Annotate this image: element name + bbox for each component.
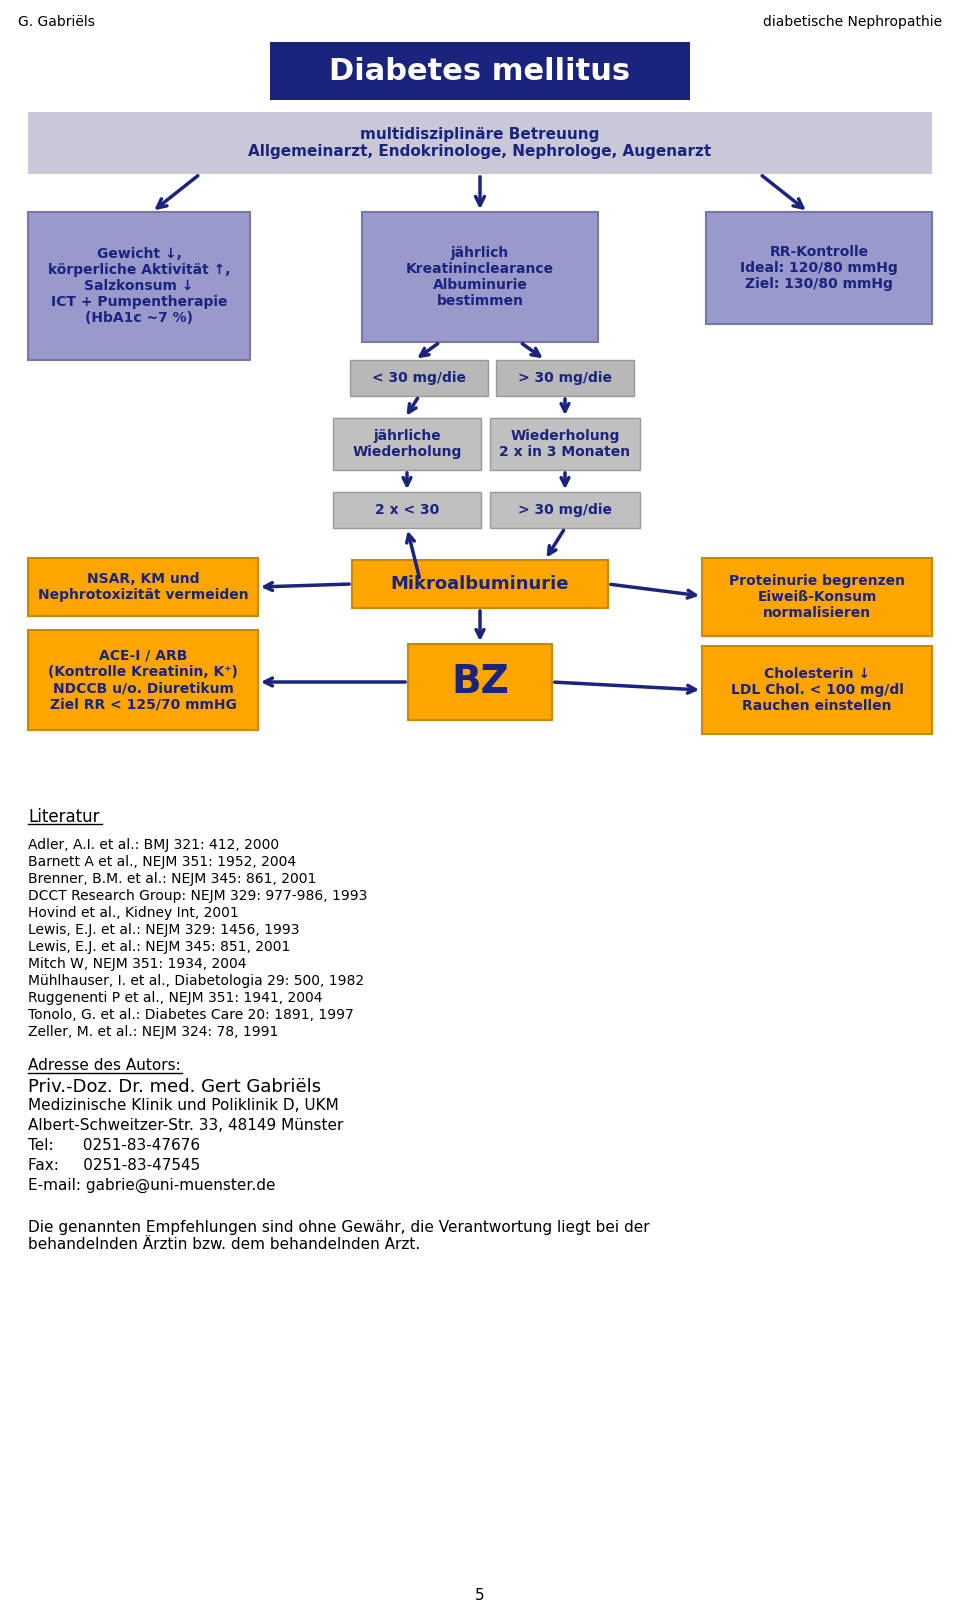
Bar (352, 559, 608, 608)
Text: Diabetes mellitus: Diabetes mellitus (329, 56, 631, 85)
Text: < 30 mg/die: < 30 mg/die (372, 371, 466, 385)
Bar (490, 492, 640, 529)
Text: Brenner, B.M. et al.: NEJM 345: 861, 2001: Brenner, B.M. et al.: NEJM 345: 861, 200… (28, 872, 317, 887)
Text: Mitch W, NEJM 351: 1934, 2004: Mitch W, NEJM 351: 1934, 2004 (28, 958, 247, 970)
Bar (333, 418, 481, 471)
Bar (706, 213, 932, 324)
Text: > 30 mg/die: > 30 mg/die (518, 503, 612, 517)
Text: NSAR, KM und
Nephrotoxizität vermeiden: NSAR, KM und Nephrotoxizität vermeiden (37, 572, 249, 603)
Text: RR-Kontrolle
Ideal: 120/80 mmHg
Ziel: 130/80 mmHg: RR-Kontrolle Ideal: 120/80 mmHg Ziel: 13… (740, 245, 898, 292)
Bar (28, 111, 932, 174)
Bar (408, 645, 552, 721)
Text: Zeller, M. et al.: NEJM 324: 78, 1991: Zeller, M. et al.: NEJM 324: 78, 1991 (28, 1025, 278, 1040)
Text: BZ: BZ (451, 663, 509, 701)
Text: 2 x < 30: 2 x < 30 (374, 503, 439, 517)
Text: G. Gabriëls: G. Gabriëls (18, 15, 95, 29)
Text: jährlich
Kreatininclearance
Albuminurie
bestimmen: jährlich Kreatininclearance Albuminurie … (406, 245, 554, 308)
Bar (350, 359, 488, 397)
Text: Adresse des Autors:: Adresse des Autors: (28, 1057, 180, 1074)
Bar (702, 646, 932, 733)
Bar (28, 558, 258, 616)
Text: jährliche
Wiederholung: jährliche Wiederholung (352, 429, 462, 459)
Text: Gewicht ↓,
körperliche Aktivität ↑,
Salzkonsum ↓
ICT + Pumpentherapie
(HbA1c ~7 : Gewicht ↓, körperliche Aktivität ↑, Salz… (48, 247, 230, 326)
Bar (28, 630, 258, 730)
Text: Cholesterin ↓
LDL Chol. < 100 mg/dl
Rauchen einstellen: Cholesterin ↓ LDL Chol. < 100 mg/dl Rauc… (731, 667, 903, 713)
Text: Fax:     0251-83-47545: Fax: 0251-83-47545 (28, 1157, 201, 1174)
Text: Adler, A.I. et al.: BMJ 321: 412, 2000: Adler, A.I. et al.: BMJ 321: 412, 2000 (28, 838, 279, 853)
Text: Medizinische Klinik und Poliklinik D, UKM: Medizinische Klinik und Poliklinik D, UK… (28, 1098, 339, 1112)
Bar (270, 42, 690, 100)
Text: Proteinurie begrenzen
Eiweiß-Konsum
normalisieren: Proteinurie begrenzen Eiweiß-Konsum norm… (729, 574, 905, 621)
Text: Wiederholung
2 x in 3 Monaten: Wiederholung 2 x in 3 Monaten (499, 429, 631, 459)
Text: Lewis, E.J. et al.: NEJM 329: 1456, 1993: Lewis, E.J. et al.: NEJM 329: 1456, 1993 (28, 924, 300, 937)
Text: Priv.-Doz. Dr. med. Gert Gabriëls: Priv.-Doz. Dr. med. Gert Gabriëls (28, 1078, 322, 1096)
Text: > 30 mg/die: > 30 mg/die (518, 371, 612, 385)
Bar (496, 359, 634, 397)
Text: Literatur: Literatur (28, 808, 100, 825)
Text: multidisziplinäre Betreuung
Allgemeinarzt, Endokrinologe, Nephrologe, Augenarzt: multidisziplinäre Betreuung Allgemeinarz… (249, 127, 711, 160)
Text: Mühlhauser, I. et al., Diabetologia 29: 500, 1982: Mühlhauser, I. et al., Diabetologia 29: … (28, 974, 364, 988)
Bar (490, 418, 640, 471)
Text: E-mail: gabrie@uni-muenster.de: E-mail: gabrie@uni-muenster.de (28, 1178, 276, 1193)
Text: 5: 5 (475, 1588, 485, 1602)
Text: Ruggenenti P et al., NEJM 351: 1941, 2004: Ruggenenti P et al., NEJM 351: 1941, 200… (28, 991, 323, 1004)
Text: Tel:      0251-83-47676: Tel: 0251-83-47676 (28, 1138, 200, 1153)
Bar (362, 213, 598, 342)
Text: DCCT Research Group: NEJM 329: 977-986, 1993: DCCT Research Group: NEJM 329: 977-986, … (28, 888, 368, 903)
Text: Die genannten Empfehlungen sind ohne Gewähr, die Verantwortung liegt bei der
beh: Die genannten Empfehlungen sind ohne Gew… (28, 1220, 650, 1253)
Text: Lewis, E.J. et al.: NEJM 345: 851, 2001: Lewis, E.J. et al.: NEJM 345: 851, 2001 (28, 940, 290, 954)
Text: diabetische Nephropathie: diabetische Nephropathie (763, 15, 942, 29)
Text: ACE-I / ARB
(Kontrolle Kreatinin, K⁺)
NDCCB u/o. Diuretikum
Ziel RR < 125/70 mmH: ACE-I / ARB (Kontrolle Kreatinin, K⁺) ND… (48, 648, 238, 711)
Bar (333, 492, 481, 529)
Bar (702, 558, 932, 637)
Text: Mikroalbuminurie: Mikroalbuminurie (391, 575, 569, 593)
Text: Tonolo, G. et al.: Diabetes Care 20: 1891, 1997: Tonolo, G. et al.: Diabetes Care 20: 189… (28, 1008, 353, 1022)
Text: Barnett A et al., NEJM 351: 1952, 2004: Barnett A et al., NEJM 351: 1952, 2004 (28, 854, 296, 869)
Bar (28, 213, 250, 359)
Text: Hovind et al., Kidney Int, 2001: Hovind et al., Kidney Int, 2001 (28, 906, 239, 920)
Text: Albert-Schweitzer-Str. 33, 48149 Münster: Albert-Schweitzer-Str. 33, 48149 Münster (28, 1119, 344, 1133)
